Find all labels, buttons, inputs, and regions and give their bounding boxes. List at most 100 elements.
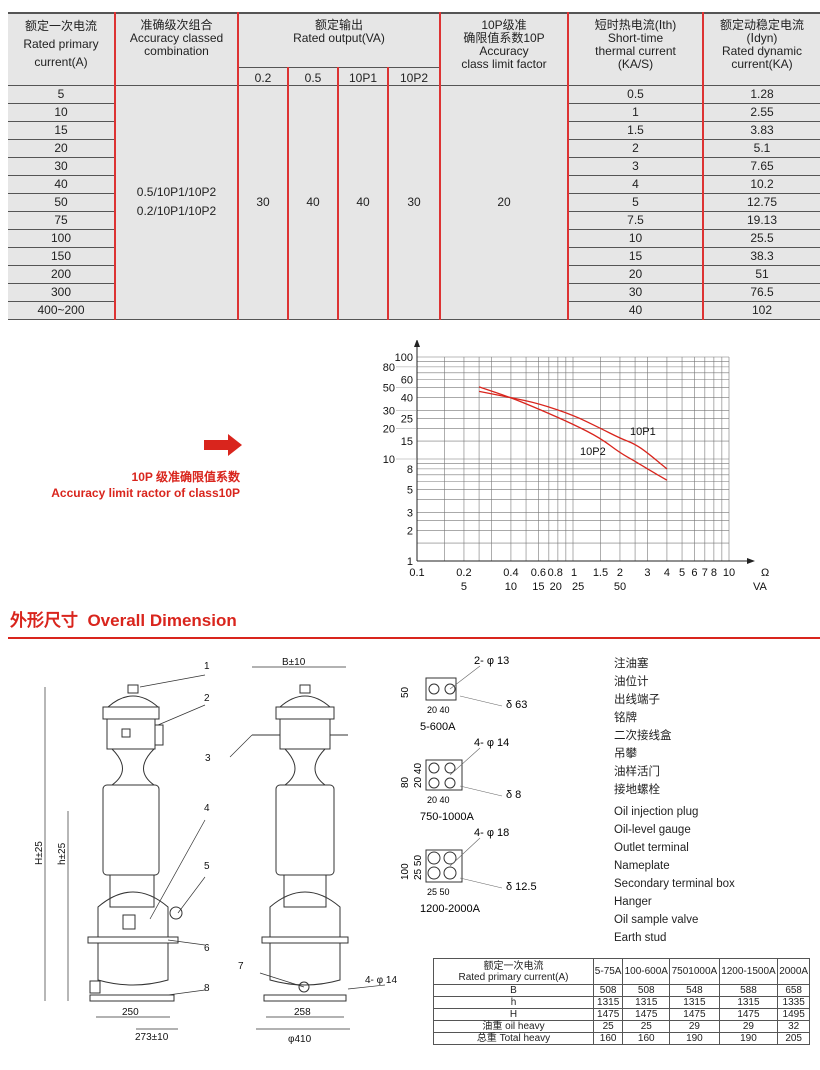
legend-item: 出线端子: [614, 694, 660, 706]
leader-line: [449, 747, 481, 776]
cell-value: 29: [718, 1020, 779, 1033]
cell-value: 508: [622, 984, 671, 997]
x-tick-label-ohm: 8: [711, 567, 717, 579]
cell-dynamic: 19.13: [703, 211, 820, 230]
dim-410: φ410: [288, 1034, 312, 1045]
header-primary-current: 额定一次电流 Rated primary current(A): [8, 12, 116, 86]
terminal-range: 1200-2000A: [420, 903, 481, 915]
y-tick-label: 100: [395, 352, 413, 364]
x-tick-label-ohm: 2: [617, 567, 623, 579]
cell-value: 25: [622, 1020, 671, 1033]
terminal-plate: [425, 759, 463, 791]
x-tick-label-ohm: 4: [664, 567, 670, 579]
table-row: 100 10 25.5: [8, 229, 820, 248]
y-tick-label: 25: [401, 413, 413, 425]
table-row: 50 5 12.75: [8, 193, 820, 212]
cell-dynamic: 102: [703, 301, 820, 320]
cell-dynamic: 76.5: [703, 283, 820, 302]
y-tick-label: 50: [383, 383, 395, 395]
table-row: 200 20 51: [8, 265, 820, 284]
cell-thermal: 1.5: [568, 121, 704, 140]
terminal-v-dims: 80: [400, 776, 411, 788]
x-tick-label-va: 20: [550, 581, 562, 593]
cell-thermal: 2: [568, 139, 704, 158]
cell-out-10p1: 40: [338, 85, 389, 320]
cell-accuracy: 0.5/10P1/10P2 0.2/10P1/10P2: [115, 85, 239, 320]
cell-value: 190: [718, 1032, 779, 1045]
column-header: 2000A: [777, 958, 810, 985]
y-tick-label: 80: [383, 362, 395, 374]
cell-value: 205: [777, 1032, 810, 1045]
legend-item: Oil-level gauge: [614, 824, 691, 836]
series-label-10p1: 10P1: [630, 426, 656, 438]
table-row: 15 1.5 3.83: [8, 121, 820, 140]
legend-item: Oil injection plug: [614, 806, 699, 818]
cell-value: 1315: [718, 996, 779, 1009]
row-label: 总重 Total heavy: [433, 1032, 594, 1045]
terminal-plate: [425, 849, 463, 883]
terminal-v-dims: 50: [400, 686, 411, 698]
cell-dynamic: 25.5: [703, 229, 820, 248]
cell-primary-current: 5: [8, 85, 116, 104]
terminal-hole: [443, 866, 457, 880]
table-row: 400~200 40 102: [8, 301, 820, 320]
leader-line: [449, 837, 481, 867]
cell-primary-current: 30: [8, 157, 116, 176]
cell-thermal: 1: [568, 103, 704, 122]
terminal-thickness-label: δ 12.5: [506, 881, 537, 893]
legend-item: 吊攀: [614, 748, 637, 760]
cell-value: 32: [777, 1020, 810, 1033]
terminal-thickness-label: δ 8: [506, 789, 521, 801]
table-row: 10 1 2.55: [8, 103, 820, 122]
legend-item: 二次接线盒: [614, 730, 672, 742]
legend-item: Nameplate: [614, 860, 670, 872]
cell-value: 29: [669, 1020, 720, 1033]
cell-out-10p2: 30: [388, 85, 441, 320]
cell-dynamic: 12.75: [703, 193, 820, 212]
cell-value: 1315: [592, 996, 624, 1009]
callout-3: 3: [205, 753, 211, 764]
y-tick-label: 10: [383, 454, 395, 466]
table-row: 20 2 5.1: [8, 139, 820, 158]
cell-value: 190: [669, 1032, 720, 1045]
cell-dynamic: 38.3: [703, 247, 820, 266]
table-row: 40 4 10.2: [8, 175, 820, 194]
column-header: 5-75A: [592, 958, 624, 985]
cell-thermal: 40: [568, 301, 704, 320]
legend-item: 接地螺栓: [614, 784, 660, 796]
terminal-range: 750-1000A: [420, 811, 474, 823]
cell-thermal: 30: [568, 283, 704, 302]
legend-item: Hanger: [614, 896, 652, 908]
leader-line: [449, 665, 481, 690]
leader-line: [459, 785, 503, 797]
dim-273: 273±10: [135, 1032, 169, 1043]
terminal-v-dims: 100: [400, 863, 411, 880]
row-label: 油重 oil heavy: [433, 1020, 594, 1033]
cell-thermal: 10: [568, 229, 704, 248]
x-tick-label-ohm: 1.5: [593, 567, 608, 579]
x-tick-label-ohm: 6: [691, 567, 697, 579]
terminal-h-dims: 20 40: [427, 795, 450, 805]
table-header-row: 额定一次电流 Rated primary current(A) 5-75A 100-6…: [433, 958, 810, 985]
row-label: H: [433, 1008, 594, 1021]
callout-1: 1: [204, 661, 210, 672]
x-tick-label-ohm: 7: [702, 567, 708, 579]
table-row: 300 30 76.5: [8, 283, 820, 302]
cell-primary-current: 400~200: [8, 301, 116, 320]
cell-value: 1315: [669, 996, 720, 1009]
x-tick-label-ohm: 0.2: [456, 567, 471, 579]
terminal-hole: [444, 762, 456, 774]
table-row: 150 15 38.3: [8, 247, 820, 266]
legend-item: 注油塞: [614, 658, 649, 670]
cell-primary-current: 20: [8, 139, 116, 158]
row-label: h: [433, 996, 594, 1009]
callout-8: 8: [204, 983, 210, 994]
x-tick-label-va: 5: [461, 581, 467, 593]
table-row: 75 7.5 19.13: [8, 211, 820, 230]
terminal-hole: [443, 851, 457, 865]
leader-line: [459, 695, 503, 707]
x-tick-label-va: 50: [614, 581, 626, 593]
terminal-h-dims: 25 50: [427, 887, 450, 897]
cell-value: 1335: [777, 996, 810, 1009]
